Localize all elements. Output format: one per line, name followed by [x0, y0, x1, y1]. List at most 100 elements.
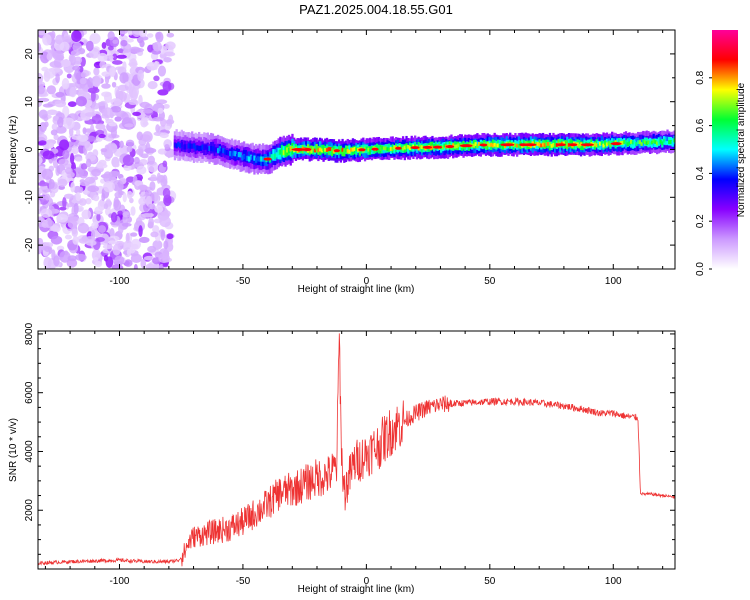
spectrogram-noise-cell: [111, 60, 123, 65]
spectrogram-ridge-cell: [315, 146, 318, 151]
spectrogram-noise-cell: [93, 194, 100, 202]
spectrogram-ridge-cell: [476, 144, 479, 149]
spectrogram-ridge-cell: [388, 147, 391, 152]
x-tick-label: 100: [605, 576, 622, 587]
spectrogram-noise-cell: [58, 158, 69, 166]
spectrogram-noise-cell: [70, 181, 76, 193]
spectrogram-ridge-cell: [401, 146, 405, 151]
spectrogram-noise: [38, 30, 177, 269]
spectrogram-noise-cell: [126, 216, 132, 223]
y-tick-label: -10: [24, 190, 35, 205]
spectrogram-noise-cell: [73, 202, 79, 215]
snr-frame: [37, 330, 676, 570]
spectrogram-ridge-cell: [242, 153, 246, 160]
x-tick-label: 0: [364, 576, 370, 587]
spectrogram-ridge-cell: [538, 142, 541, 147]
spectrogram-ridge-cell: [253, 155, 256, 161]
x-tick-label: -50: [236, 276, 251, 287]
spectrogram-noise-cell: [50, 129, 58, 136]
spectrogram-noise-cell: [52, 50, 64, 61]
spectrogram-ridge-cell: [635, 142, 638, 146]
spectrogram-ridge-cell: [433, 144, 436, 149]
spectrogram-noise-cell: [128, 99, 138, 106]
spectrogram-noise-cell: [156, 172, 161, 184]
spectrogram-ridge-cell: [597, 143, 600, 148]
spectrogram-ridge-cell: [443, 143, 446, 148]
spectrogram-ridge-cell: [407, 144, 410, 149]
spectrogram-ridge-cell: [329, 147, 332, 152]
spectrogram-noise-cell: [92, 248, 101, 260]
spectrogram-ridge-cell: [251, 155, 254, 162]
y-tick-label: 2000: [24, 499, 35, 522]
spectrogram-noise-cell: [108, 55, 114, 60]
spectrogram-noise-cell: [143, 255, 156, 261]
spectrogram-ridge-cell: [540, 143, 543, 148]
spectrogram-ridge-cell: [638, 140, 642, 145]
spectrogram-noise-cell: [67, 255, 77, 262]
snr-y-axis: 2000 4000 6000 8000: [24, 322, 675, 570]
spectrogram-noise-cell: [148, 217, 154, 229]
spectrogram-noise-cell: [139, 101, 151, 109]
spectrogram-peak: [581, 143, 594, 147]
spectrogram-peak: [610, 142, 622, 146]
spectrogram-noise-cell: [152, 116, 164, 122]
spectrogram-noise-cell: [152, 225, 160, 234]
spectrogram-noise-cell: [96, 213, 101, 222]
spectrogram-ridge-cell: [173, 142, 177, 148]
spectrogram-ridge-cell: [664, 141, 667, 145]
spectrogram-noise-cell: [55, 73, 60, 84]
spectrogram-ridge-cell: [249, 154, 253, 160]
spectrogram-ridge-cell: [543, 143, 546, 148]
spectrogram-noise-cell: [62, 36, 73, 44]
spectrogram-ridge-cell: [630, 139, 633, 144]
spectrogram-ridge-cell: [239, 152, 242, 158]
spectrogram-ridge-cell: [317, 148, 320, 153]
spectrogram-noise-cell: [150, 191, 159, 202]
spectrogram-ridge-cell: [280, 150, 284, 156]
spectrogram-noise-cell: [96, 163, 108, 169]
spectrogram-noise-cell: [163, 51, 176, 57]
spectrogram-noise-cell: [38, 72, 44, 84]
spectrogram-noise-cell: [55, 91, 65, 98]
spectrogram-noise-cell: [123, 259, 133, 267]
spectrogram-ridge-cell: [552, 142, 555, 147]
spectrogram-ridge-cell: [488, 143, 491, 148]
spectrogram-noise-cell: [149, 203, 156, 210]
spectrogram-ridge-cell: [356, 147, 360, 152]
spectrogram-noise-cell: [71, 228, 78, 238]
spectrogram-ridge-cell: [431, 145, 434, 150]
spectrogram-noise-cell: [155, 124, 160, 133]
spectrogram-noise-cell: [128, 58, 138, 69]
spectrogram-peak: [303, 148, 312, 151]
spectrogram-ridge-cell: [490, 142, 493, 147]
spectrogram-ridge-cell: [664, 136, 667, 146]
spectrogram-ridge-cell: [405, 144, 408, 149]
spectrogram-noise-cell: [86, 135, 96, 142]
spectrogram-noise-cell: [87, 185, 100, 193]
spectrogram-ridge-cell: [623, 140, 626, 144]
spectrogram-ridge-cell: [579, 142, 583, 147]
spectrogram-noise-cell: [89, 32, 101, 45]
spectrogram-noise-cell: [139, 30, 148, 38]
spectrogram-noise-cell: [63, 117, 75, 130]
spectrogram-ridge-cell: [514, 143, 517, 148]
spectrogram-noise-cell: [138, 225, 143, 237]
colorbar-tick-label: 0.0: [695, 262, 706, 276]
spectrogram-noise-cell: [98, 225, 107, 233]
spectrogram-noise-cell: [38, 109, 48, 119]
colorbar-tick-label: 0.2: [695, 214, 706, 228]
spectrogram-ridge-cell: [369, 148, 372, 153]
spectrogram-noise-cell: [38, 140, 47, 146]
spectrogram-noise-cell: [87, 77, 94, 88]
spectrogram-noise-cell: [132, 88, 138, 100]
spectrogram-noise-cell: [118, 35, 128, 40]
spectrogram-ridge-cell: [204, 144, 208, 150]
spectrogram-noise-cell: [146, 33, 154, 38]
spectrogram-ridge-cell: [600, 141, 603, 145]
spectrogram-ridge-cell: [348, 149, 351, 154]
spectrogram-noise-cell: [62, 149, 70, 160]
spectrogram-ridge-cell: [636, 140, 640, 145]
spectrogram-ridge-cell: [325, 148, 329, 152]
spectrogram-noise-cell: [58, 139, 70, 151]
